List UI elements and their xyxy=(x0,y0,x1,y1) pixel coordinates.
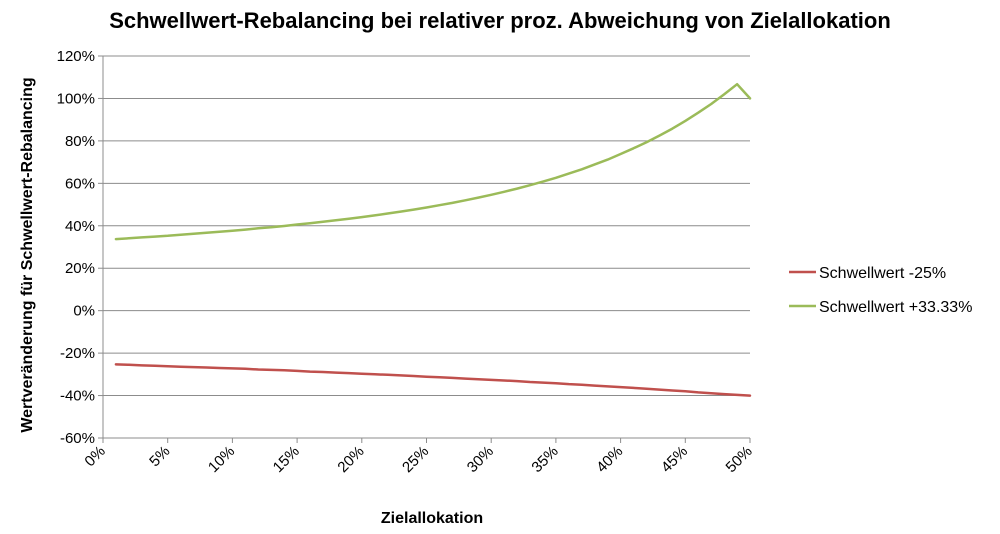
x-tick-label: 5% xyxy=(146,443,173,470)
x-tick-label: 30% xyxy=(464,443,497,476)
x-tick-label: 45% xyxy=(658,443,691,476)
y-tick-label: 120% xyxy=(57,48,95,65)
legend-label-1: Schwellwert +33.33% xyxy=(819,299,972,316)
y-tick-label: 60% xyxy=(65,175,95,192)
x-tick-label: 40% xyxy=(593,443,626,476)
y-tick-labels: -60% -40% -20% 0% 20% 40% 60% 80% 100% 120% xyxy=(57,48,95,447)
series-line-0 xyxy=(114,363,752,397)
legend: Schwellwert -25% Schwellwert +33.33% xyxy=(789,265,972,316)
y-tick-label: 40% xyxy=(65,218,95,235)
grid xyxy=(103,55,750,439)
y-tick-label: 100% xyxy=(57,90,95,107)
x-tick-label: 50% xyxy=(723,443,756,476)
legend-label-0: Schwellwert -25% xyxy=(819,265,946,282)
y-tick-label: -60% xyxy=(60,430,95,447)
series-lines xyxy=(114,82,752,397)
x-tick-label: 25% xyxy=(399,443,432,476)
x-tick-labels: 0% 5% 10% 15% 20% 25% 30% 35% 40% 45% 50% xyxy=(81,443,755,476)
x-tick-label: 20% xyxy=(334,443,367,476)
series-line-1 xyxy=(114,82,752,241)
y-tick-label: 0% xyxy=(73,303,95,320)
y-tick-label: -40% xyxy=(60,388,95,405)
chart-title: Schwellwert-Rebalancing bei relativer pr… xyxy=(109,8,891,33)
y-axis-label: Wertveränderung für Schwellwert-Rebalanc… xyxy=(19,77,36,432)
y-tick-label: 20% xyxy=(65,260,95,277)
x-tick-label: 10% xyxy=(205,443,238,476)
axes xyxy=(98,55,751,443)
y-tick-label: 80% xyxy=(65,133,95,150)
x-tick-label: 15% xyxy=(270,443,303,476)
x-axis-label: Zielallokation xyxy=(381,510,483,527)
y-tick-label: -20% xyxy=(60,345,95,362)
x-tick-label: 35% xyxy=(528,443,561,476)
